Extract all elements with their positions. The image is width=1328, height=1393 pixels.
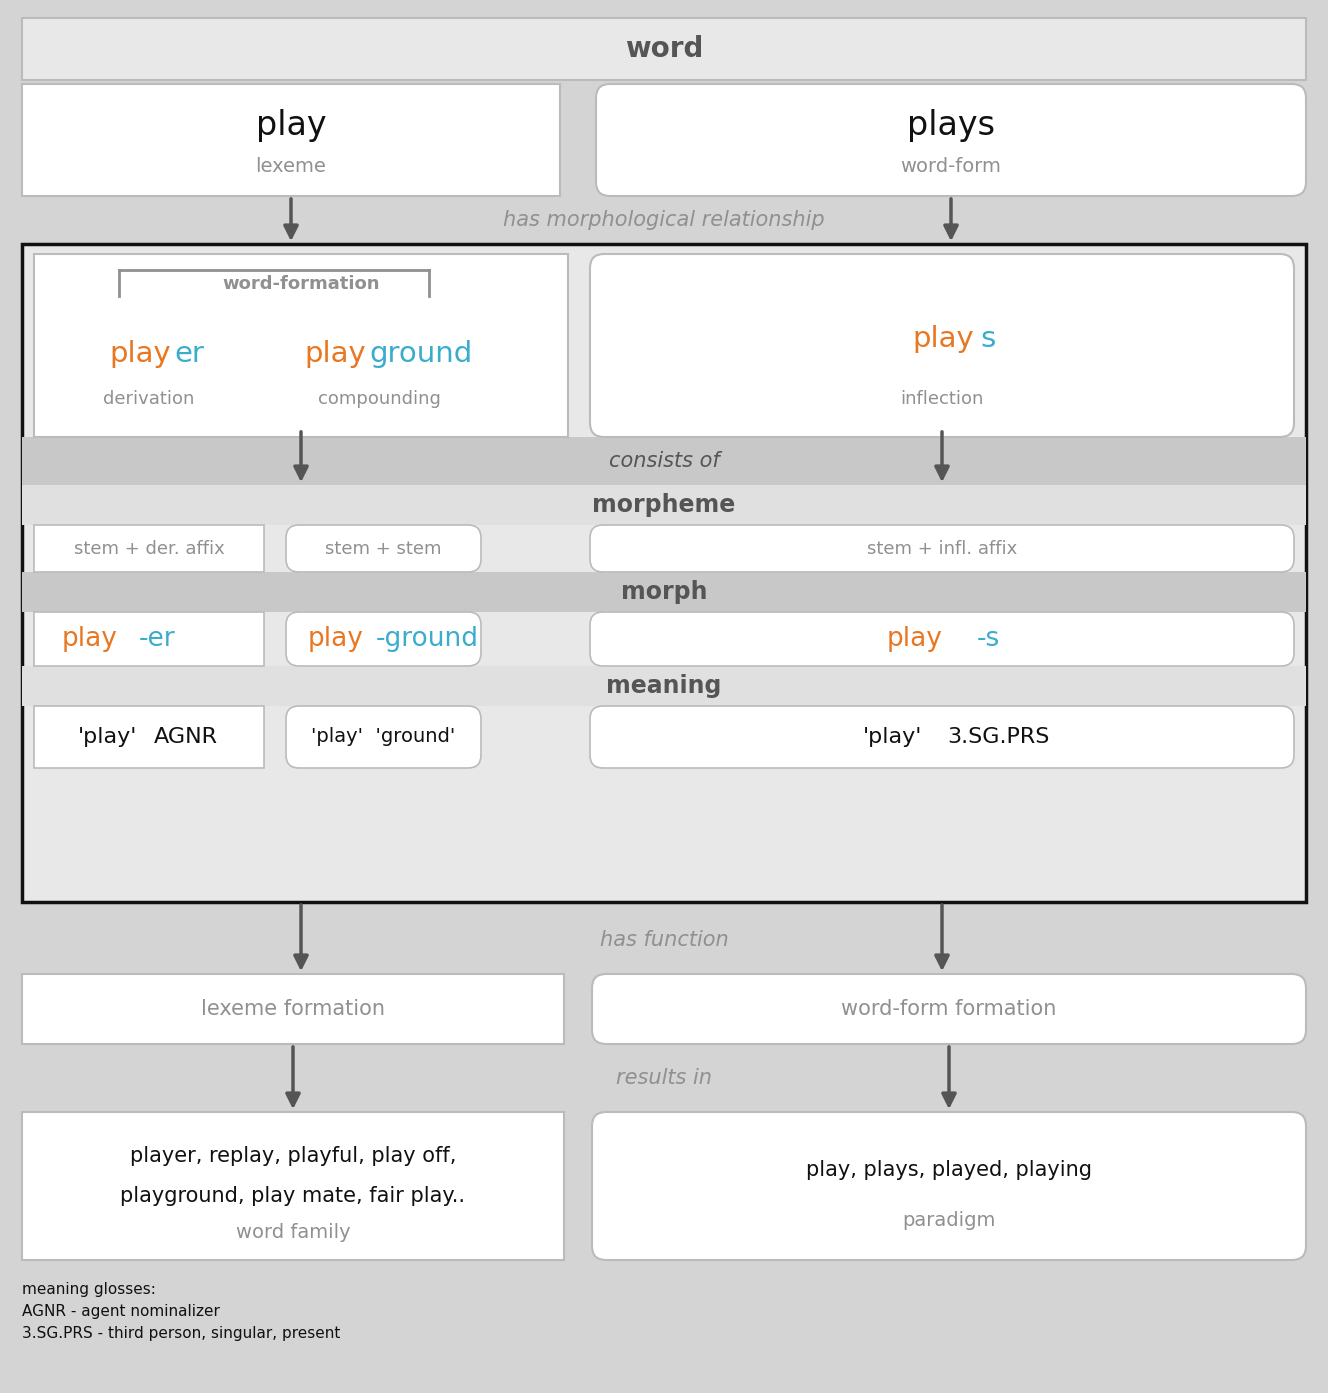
Bar [23,244,1305,903]
Bar [23,18,1305,79]
FancyBboxPatch shape [596,84,1305,196]
Bar [23,666,1305,706]
FancyBboxPatch shape [592,1112,1305,1261]
Text: 'play'  'ground': 'play' 'ground' [311,727,456,747]
Text: stem + infl. affix: stem + infl. affix [867,539,1017,557]
Text: word: word [624,35,704,63]
Text: 'play': 'play' [863,727,922,747]
Text: play: play [256,110,327,142]
Text: consists of: consists of [608,451,720,471]
Text: play: play [62,625,118,652]
Text: results in: results in [616,1068,712,1088]
Bar [23,573,1305,612]
Text: compounding: compounding [317,390,441,408]
Text: ground: ground [369,340,473,368]
Bar [23,84,560,196]
FancyBboxPatch shape [590,612,1293,666]
Bar [35,525,264,573]
Text: word-formation: word-formation [222,274,380,293]
FancyBboxPatch shape [592,974,1305,1043]
Bar [35,612,264,666]
Text: play: play [308,625,364,652]
Text: inflection: inflection [900,390,984,408]
Text: stem + stem: stem + stem [325,539,442,557]
Bar [23,974,564,1043]
Text: AGNR: AGNR [154,727,218,747]
Text: play: play [887,625,943,652]
Text: stem + der. affix: stem + der. affix [73,539,224,557]
Text: player, replay, playful, play off,: player, replay, playful, play off, [130,1146,457,1166]
FancyBboxPatch shape [286,706,481,768]
Text: has morphological relationship: has morphological relationship [503,210,825,230]
Text: AGNR - agent nominalizer: AGNR - agent nominalizer [23,1304,220,1319]
Text: 'play': 'play' [77,727,137,747]
Text: 3.SG.PRS - third person, singular, present: 3.SG.PRS - third person, singular, prese… [23,1326,340,1341]
Bar [23,437,1305,485]
Bar [23,1112,564,1261]
Text: plays: plays [907,110,995,142]
Text: play: play [304,340,365,368]
Bar [35,254,568,437]
Text: meaning glosses:: meaning glosses: [23,1282,155,1297]
Text: s: s [980,325,995,352]
Text: paradigm: paradigm [902,1211,996,1230]
Text: lexeme: lexeme [255,156,327,176]
Text: play: play [109,340,171,368]
Text: playground, play mate, fair play..: playground, play mate, fair play.. [121,1185,466,1206]
Text: play, plays, played, playing: play, plays, played, playing [806,1160,1092,1180]
Text: lexeme formation: lexeme formation [201,999,385,1020]
Text: er: er [174,340,205,368]
Text: -ground: -ground [376,625,479,652]
FancyBboxPatch shape [286,525,481,573]
Text: has function: has function [600,931,728,950]
Text: morpheme: morpheme [592,493,736,517]
Text: word-form: word-form [900,156,1001,176]
Text: 3.SG.PRS: 3.SG.PRS [947,727,1049,747]
Text: meaning: meaning [607,674,721,698]
FancyBboxPatch shape [286,612,481,666]
Text: derivation: derivation [104,390,195,408]
Text: word-form formation: word-form formation [842,999,1057,1020]
FancyBboxPatch shape [590,706,1293,768]
Text: -s: -s [977,625,1000,652]
Text: word family: word family [235,1223,351,1241]
Text: play: play [912,325,973,352]
Bar [23,485,1305,525]
Text: -er: -er [139,625,175,652]
FancyBboxPatch shape [590,525,1293,573]
FancyBboxPatch shape [590,254,1293,437]
Bar [35,706,264,768]
Text: morph: morph [620,579,708,605]
